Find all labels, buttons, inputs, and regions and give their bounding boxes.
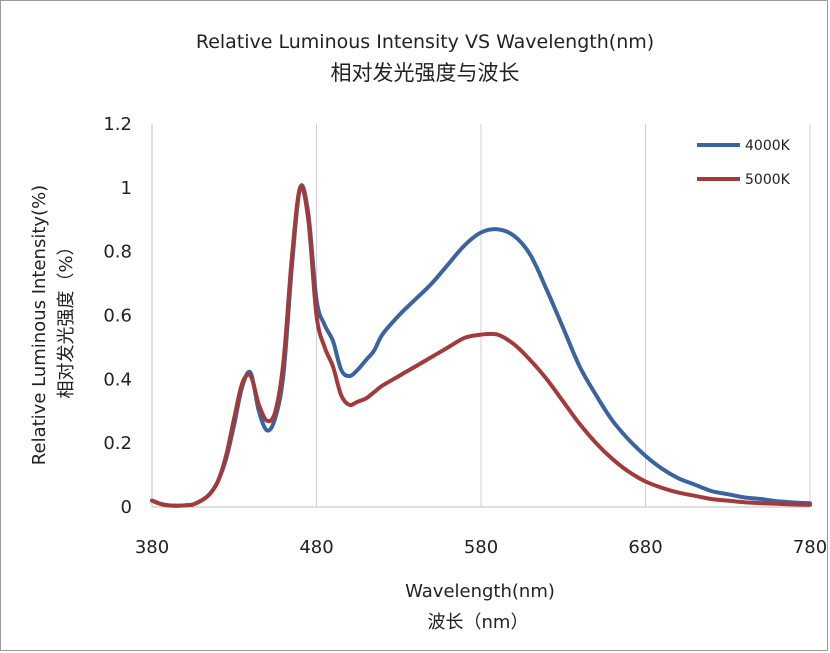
x-axis-label: Wavelength(nm) — [405, 581, 555, 602]
grid-lines — [316, 124, 811, 507]
x-tick-label: 580 — [464, 537, 498, 558]
y-axis-label: Relative Luminous Intensity(%) — [29, 185, 50, 465]
legend-label-4000K: 4000K — [745, 138, 791, 154]
chart-title: Relative Luminous Intensity VS Wavelengt… — [196, 31, 654, 53]
x-tick-label: 780 — [793, 537, 827, 558]
chart-subtitle: 相对发光强度与波长 — [331, 61, 520, 85]
series-lines — [150, 183, 812, 508]
x-tick-labels: 380 480 580 680 780 — [135, 537, 827, 558]
y-tick-label: 1 — [121, 178, 132, 199]
y-tick-label: 0.2 — [103, 433, 132, 454]
y-tick-label: 0.4 — [103, 369, 132, 390]
y-tick-label: 0.6 — [103, 306, 132, 327]
x-tick-label: 680 — [628, 537, 662, 558]
y-axis-label-cn: 相对发光强度（%） — [56, 237, 77, 398]
legend-label-5000K: 5000K — [745, 172, 791, 188]
y-tick-label: 0 — [121, 497, 132, 518]
x-tick-label: 480 — [299, 537, 333, 558]
x-tick-label: 380 — [135, 537, 169, 558]
y-tick-labels: 0 0.2 0.4 0.6 0.8 1 1.2 — [103, 114, 132, 518]
y-tick-label: 1.2 — [103, 114, 132, 135]
x-axis-label-cn: 波长（nm） — [428, 612, 529, 633]
series-line-5000K — [150, 184, 812, 508]
y-tick-label: 0.8 — [103, 242, 132, 263]
legend: 4000K 5000K — [697, 138, 791, 188]
axes — [151, 124, 810, 508]
